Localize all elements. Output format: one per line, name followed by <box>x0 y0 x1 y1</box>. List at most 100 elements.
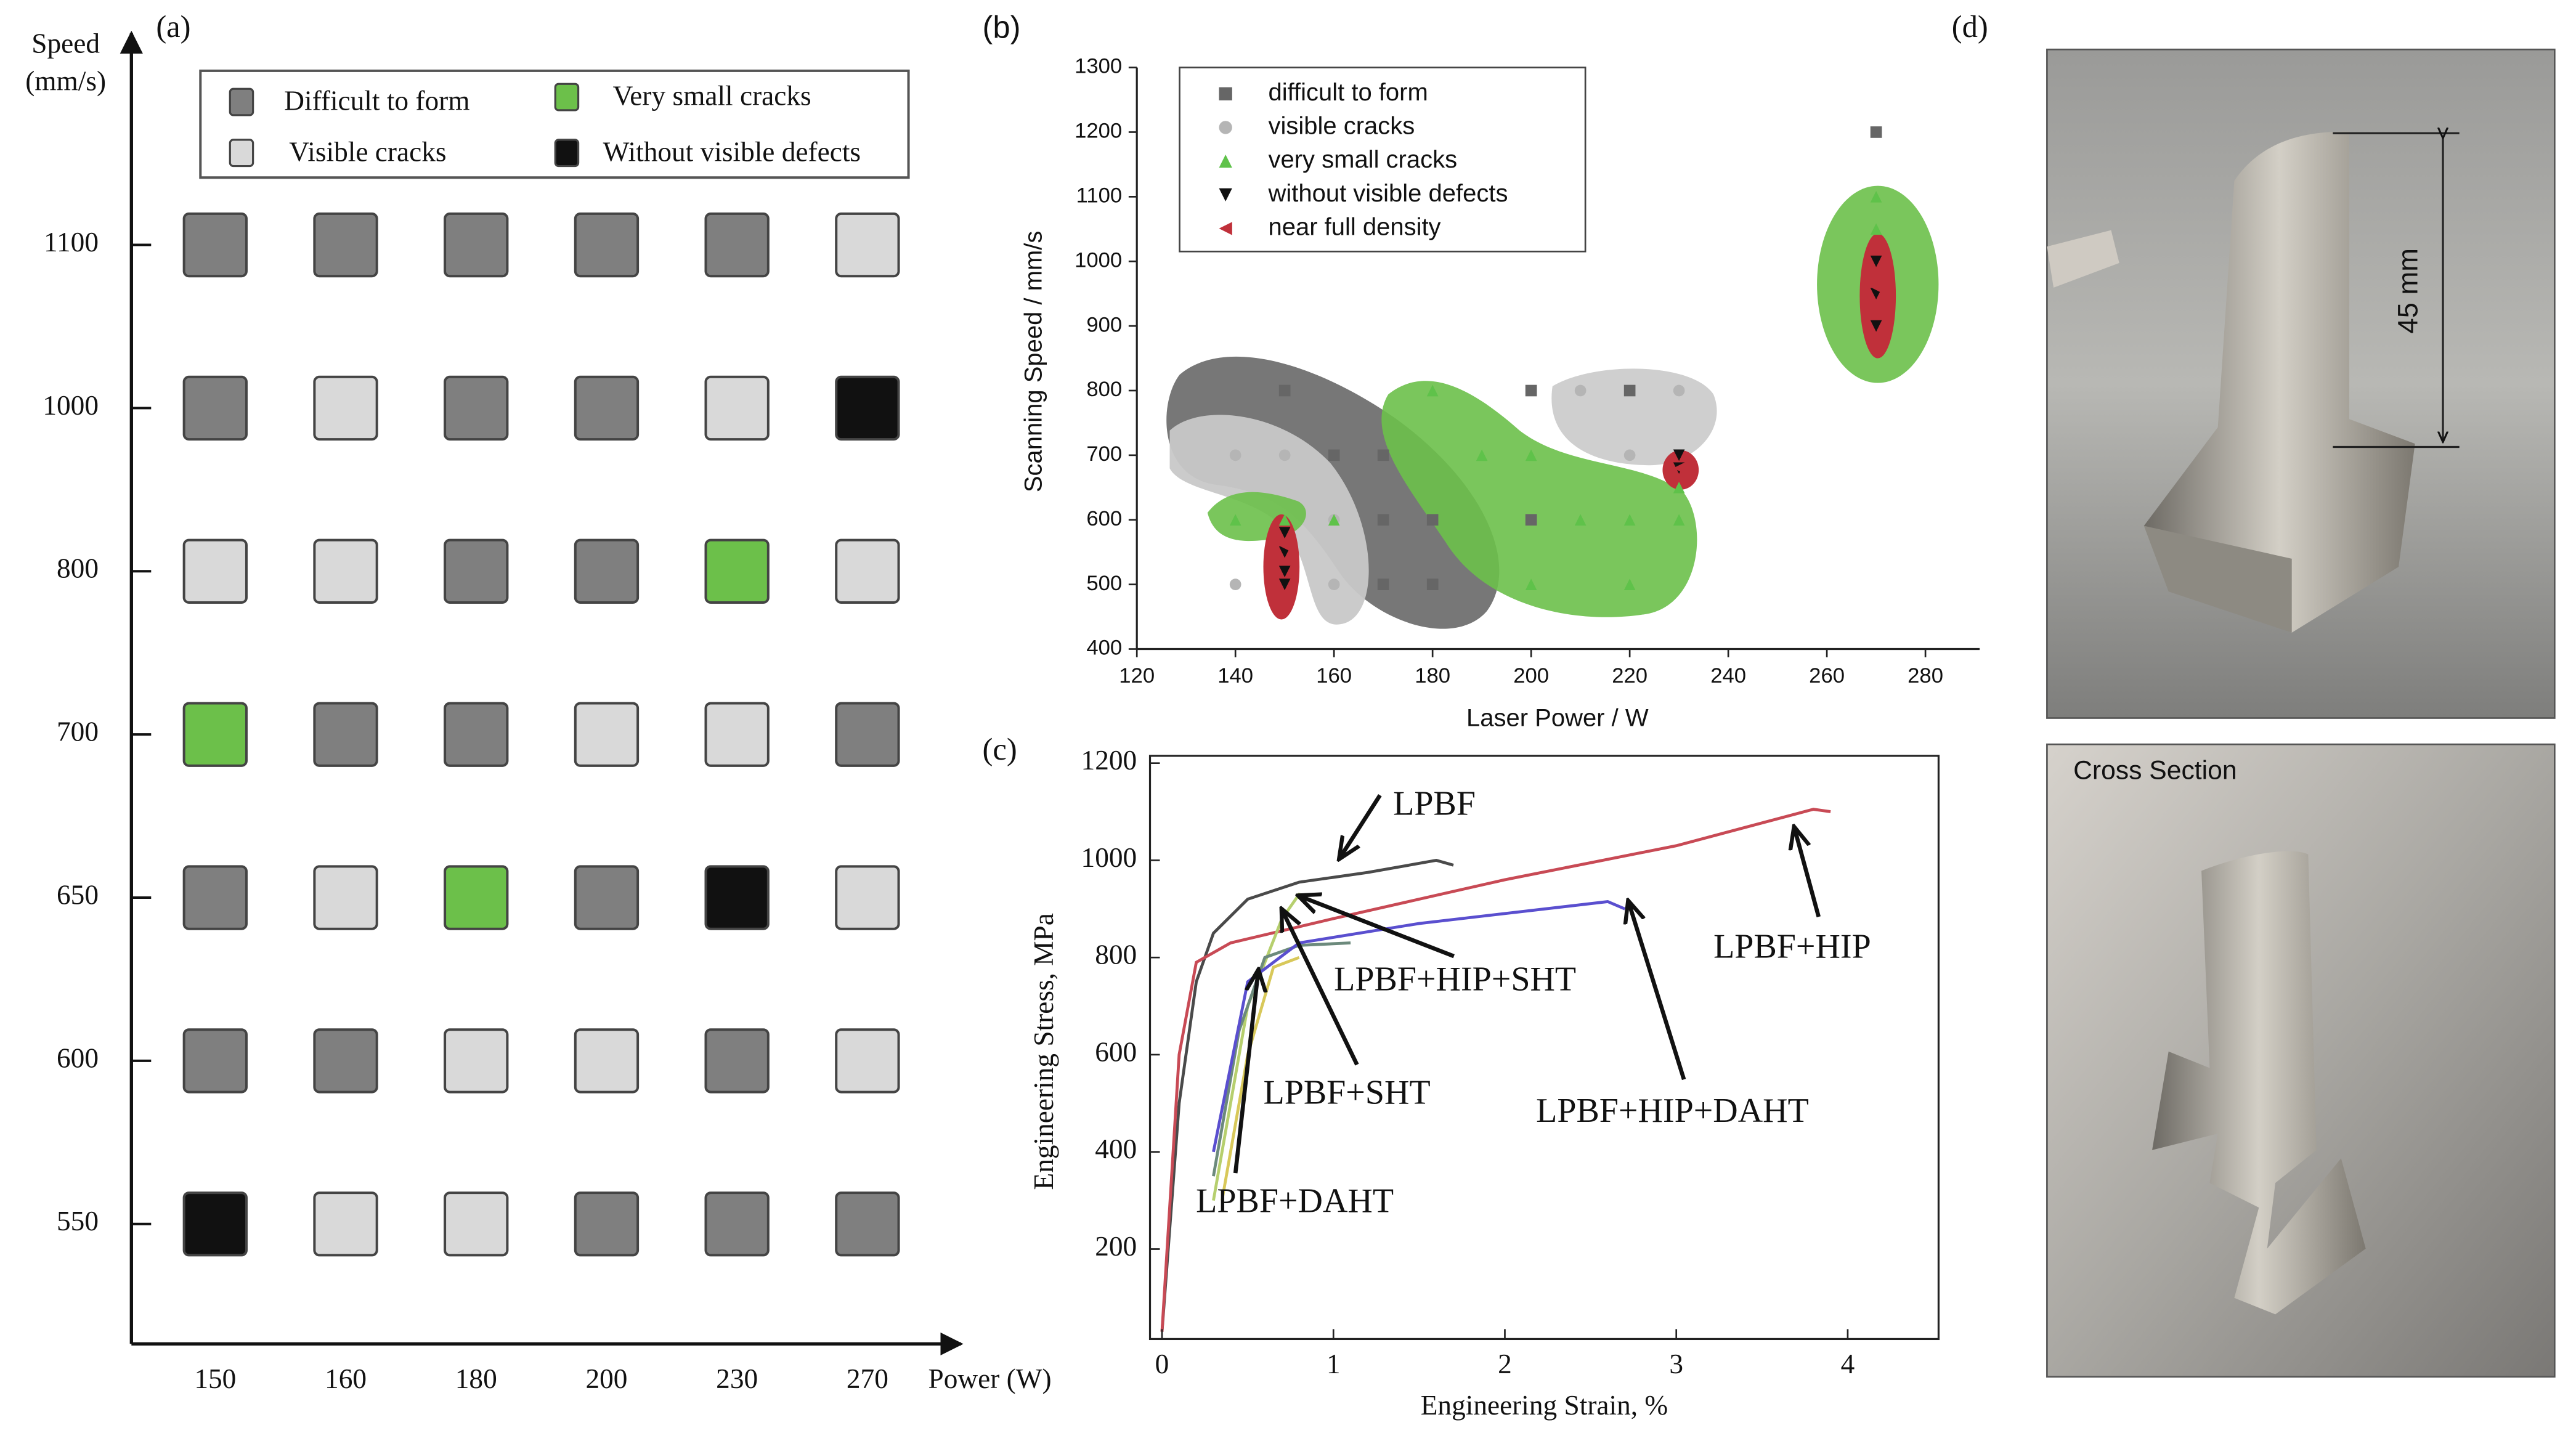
legend-label: Difficult to form <box>284 86 469 116</box>
point <box>1328 578 1340 590</box>
panel-label: (c) <box>983 732 1017 766</box>
point <box>1377 449 1389 461</box>
cell <box>835 1028 900 1094</box>
x-tick-label: 150 <box>194 1363 236 1394</box>
cell <box>835 865 900 930</box>
cell <box>574 702 640 767</box>
cell <box>704 212 770 278</box>
region <box>1381 381 1697 617</box>
point <box>1426 514 1439 526</box>
x-tick-label: 3 <box>1669 1349 1683 1379</box>
x-axis-label: Power (W) <box>928 1363 1052 1394</box>
y-tick-label: 1200 <box>1075 120 1122 143</box>
cell <box>444 538 509 604</box>
curve <box>1160 808 1831 1332</box>
y-tick-label: 1000 <box>43 390 99 421</box>
curve-label: LPBF+HIP+SHT <box>1334 960 1576 999</box>
y-tick-label: 400 <box>1086 636 1122 660</box>
point <box>1328 449 1340 461</box>
point <box>1870 320 1882 332</box>
panel-label: (d) <box>1952 9 1988 44</box>
point <box>1426 578 1439 590</box>
point <box>1574 384 1587 397</box>
point <box>1673 384 1685 397</box>
x-tick-label: 4 <box>1841 1349 1855 1379</box>
point <box>1377 514 1389 526</box>
caption: Cross Section <box>2073 756 2237 785</box>
point <box>1870 223 1882 235</box>
cell <box>574 1028 640 1094</box>
arrow <box>1298 895 1455 959</box>
y-tick-label: 1100 <box>44 227 99 258</box>
panel-c: (c) Engineering Strain, % Engineering St… <box>983 732 1940 1421</box>
panel-a: (a) Speed (mm/s) Power (W) 150 160 180 200 2… <box>25 9 1051 1394</box>
cell <box>313 702 378 767</box>
cell <box>704 702 770 767</box>
y-tick-label: 1200 <box>1081 745 1137 776</box>
dimension-label: 45 mm <box>2392 248 2424 333</box>
legend-label: very small cracks <box>1269 146 1458 173</box>
cell <box>313 538 378 604</box>
point <box>1426 384 1439 397</box>
legend-swatch <box>1219 188 1232 201</box>
cell <box>182 375 248 441</box>
cell <box>182 1028 248 1094</box>
x-tick-label: 220 <box>1612 664 1648 688</box>
curve-label: LPBF+DAHT <box>1196 1182 1394 1220</box>
legend-label: Very small cracks <box>613 81 811 112</box>
panel-b: (b) Laser Power / W Scanning Speed / mm/… <box>983 10 1980 732</box>
point <box>1870 126 1882 138</box>
point <box>1278 540 1291 552</box>
x-tick-label: 260 <box>1809 664 1845 688</box>
cell <box>444 865 509 930</box>
x-tick-label: 160 <box>1316 664 1352 688</box>
y-tick-label: 550 <box>57 1206 99 1236</box>
legend-swatch <box>1219 121 1232 134</box>
y-tick-label: 800 <box>1095 940 1137 970</box>
curve <box>1160 858 1454 1332</box>
legend-label: Without visible defects <box>603 136 861 167</box>
x-tick-label: 270 <box>847 1363 888 1394</box>
point <box>1623 514 1636 526</box>
x-tick-label: 280 <box>1908 664 1943 688</box>
y-tick-label: 600 <box>1086 507 1122 530</box>
arrow <box>1282 909 1359 1066</box>
y-tick-label: 650 <box>57 879 99 910</box>
part <box>2152 851 2366 1315</box>
x-tick-label: 1 <box>1327 1349 1341 1379</box>
cell <box>704 1191 770 1257</box>
legend-swatch <box>229 87 254 116</box>
legend-label: difficult to form <box>1269 79 1428 106</box>
arrow <box>1628 900 1686 1081</box>
x-tick-label: 240 <box>1710 664 1746 688</box>
x-tick-label: 180 <box>1415 664 1450 688</box>
cell <box>704 375 770 441</box>
cell <box>444 702 509 767</box>
x-axis-label: Laser Power / W <box>1466 705 1649 732</box>
y-tick-label: 1000 <box>1075 248 1122 272</box>
cell <box>835 538 900 604</box>
cell <box>313 212 378 278</box>
legend-label: without visible defects <box>1268 180 1508 207</box>
legend-swatch <box>229 139 254 168</box>
point <box>1278 449 1291 461</box>
cell <box>835 212 900 278</box>
y-tick-label: 800 <box>57 553 99 584</box>
x-tick-label: 200 <box>1513 664 1549 688</box>
point <box>1623 449 1636 461</box>
cell <box>444 375 509 441</box>
y-tick-label: 1100 <box>1076 184 1123 208</box>
y-tick-label: 600 <box>57 1042 99 1073</box>
point <box>1525 514 1537 526</box>
cell <box>313 865 378 930</box>
x-tick-label: 140 <box>1217 664 1253 688</box>
cell <box>313 375 378 441</box>
region <box>1169 415 1369 625</box>
point <box>1870 255 1882 267</box>
point <box>1574 514 1587 526</box>
panel-d: (d) 45 mm Cross Section <box>1952 9 2556 1378</box>
cell <box>313 1028 378 1094</box>
cell <box>574 538 640 604</box>
legend-label: near full density <box>1269 213 1441 240</box>
